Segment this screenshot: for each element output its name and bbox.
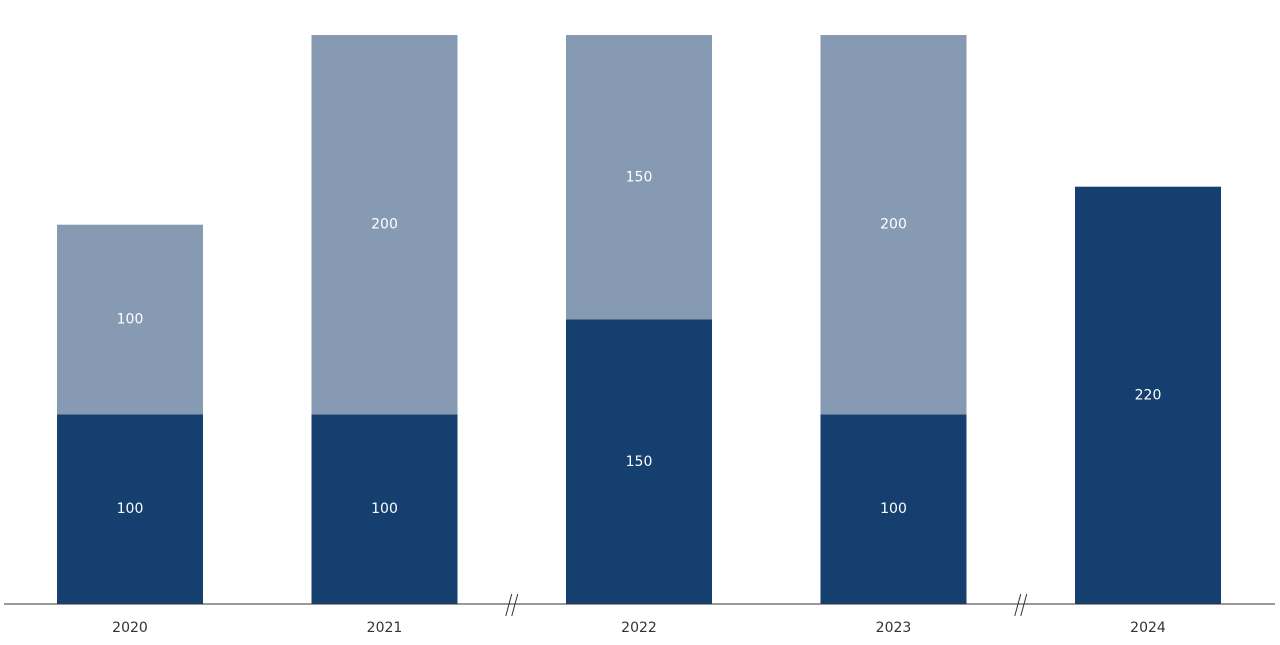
- data-label-2022-segment-1: 150: [626, 454, 653, 470]
- data-label-2023-segment-1: 100: [880, 501, 907, 517]
- axis-break-after-2023: [1014, 593, 1028, 617]
- data-label-2021-segment-2: 200: [371, 217, 398, 233]
- axis-breaks-group: [505, 593, 1028, 617]
- bar-2024-segment-1: [1075, 186, 1221, 604]
- bar-2020-segment-2: [57, 224, 203, 415]
- data-label-2024-segment-1: 220: [1135, 387, 1162, 403]
- bar-2023-segment-1: [820, 414, 967, 604]
- bars-group: [57, 35, 1221, 604]
- x-tick-label-2023: 2023: [876, 620, 912, 636]
- bar-2023-segment-2: [820, 35, 967, 415]
- data-label-2021-segment-1: 100: [371, 501, 398, 517]
- x-tick-label-2024: 2024: [1130, 620, 1166, 636]
- x-tick-label-2022: 2022: [621, 620, 657, 636]
- bar-labels-group: 100 100 100 200 150 150 100 200 220: [117, 169, 1162, 517]
- bar-2022-segment-1: [566, 319, 712, 604]
- axis-break-after-2021: [505, 593, 519, 617]
- bar-2022-segment-2: [566, 35, 712, 320]
- x-tick-label-2020: 2020: [112, 620, 148, 636]
- x-tick-label-2021: 2021: [367, 620, 403, 636]
- bar-2021-segment-2: [311, 35, 458, 415]
- data-label-2022-segment-2: 150: [626, 169, 653, 185]
- data-label-2023-segment-2: 200: [880, 217, 907, 233]
- data-label-2020-segment-1: 100: [117, 501, 144, 517]
- data-label-2020-segment-2: 100: [117, 312, 144, 328]
- bar-2021-segment-1: [311, 414, 458, 604]
- x-tick-labels-group: 2020 2021 2022 2023 2024: [112, 620, 1166, 636]
- bar-2020-segment-1: [57, 414, 203, 604]
